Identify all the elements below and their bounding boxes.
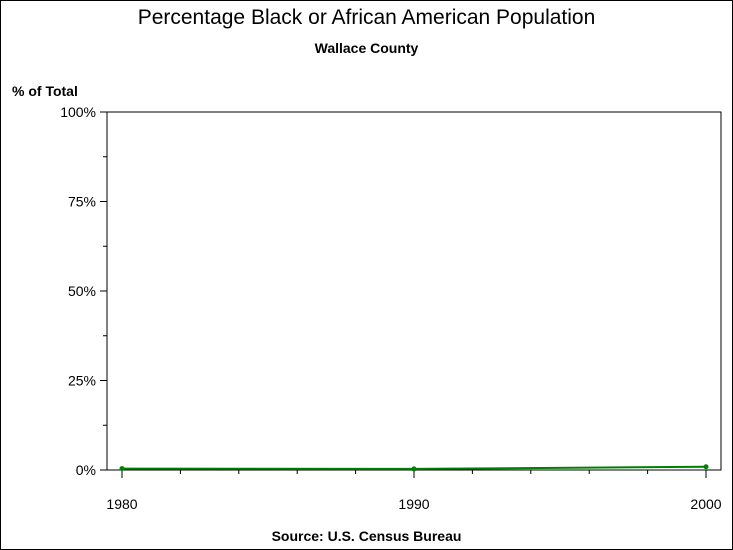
x-tick-label: 2000 (690, 496, 721, 512)
x-tick-label: 1980 (106, 496, 137, 512)
y-tick-label: 25% (68, 373, 96, 389)
x-tick-label: 1990 (398, 496, 429, 512)
plot-area-border (106, 111, 722, 471)
data-point (411, 466, 417, 472)
chart-marks (119, 464, 709, 472)
chart-subtitle: Wallace County (314, 40, 419, 56)
y-tick-label: 75% (68, 194, 96, 210)
y-axis-label: % of Total (12, 83, 78, 99)
data-point (703, 464, 709, 470)
data-point (119, 466, 125, 472)
y-tick-label: 100% (60, 104, 96, 120)
axes: 0% 25% 50% 75% 100% 1980 1990 2000 (60, 104, 722, 512)
source-note: Source: U.S. Census Bureau (271, 528, 462, 544)
y-tick-label: 50% (68, 283, 96, 299)
chart-title: Percentage Black or African American Pop… (137, 6, 596, 29)
y-tick-label: 0% (76, 462, 96, 478)
